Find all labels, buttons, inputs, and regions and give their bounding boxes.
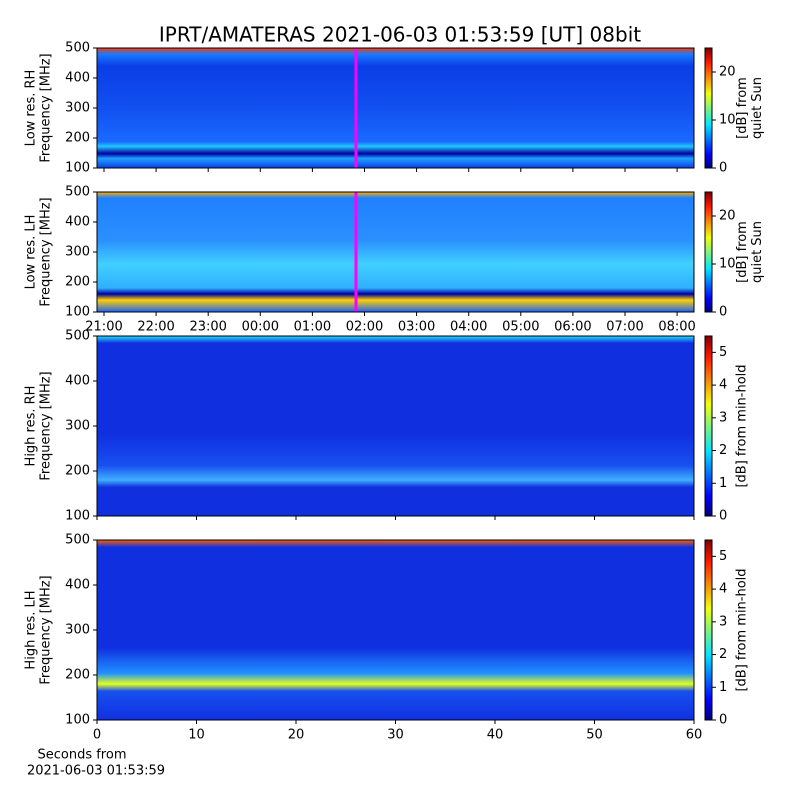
chart-title: IPRT/AMATERAS 2021-06-03 01:53:59 [UT] 0…: [159, 23, 641, 47]
x-tick-label: 05:00: [502, 320, 539, 335]
x-tick-label: 07:00: [606, 320, 643, 335]
x-tick-label: 04:00: [450, 320, 487, 335]
colorbar-tick-label: 20: [719, 209, 736, 224]
x-tick-label: 01:00: [294, 320, 331, 335]
colorbar-label: [dB] from: [735, 77, 750, 139]
x-axis-label: 2021-06-03 01:53:59: [27, 764, 165, 779]
x-tick-label: 08:00: [658, 320, 695, 335]
x-tick-label: 60: [686, 728, 703, 743]
x-tick-label: 30: [387, 728, 404, 743]
spectrogram-image: [97, 192, 694, 312]
colorbar-label: [dB] from min-hold: [735, 568, 750, 691]
x-tick-label: 22:00: [137, 320, 174, 335]
colorbar-tick-label: 3: [719, 410, 727, 425]
colorbar-label: [dB] from: [735, 221, 750, 283]
x-tick-label: 03:00: [398, 320, 435, 335]
y-axis-label: High res. LH: [24, 590, 39, 669]
colorbar-tick-label: 0: [719, 305, 727, 320]
y-tick-label: 500: [65, 185, 90, 200]
colorbar-tick-label: 4: [719, 582, 727, 597]
x-tick-label: 50: [586, 728, 603, 743]
colorbar-tick-label: 3: [719, 614, 727, 629]
colorbar-tick-label: 1: [719, 476, 727, 491]
y-tick-label: 400: [65, 71, 90, 86]
colorbar-tick-label: 5: [719, 345, 727, 360]
colorbar: [704, 47, 713, 169]
x-tick-label: 06:00: [554, 320, 591, 335]
y-tick-label: 200: [65, 275, 90, 290]
colorbar-tick-label: 0: [719, 509, 727, 524]
y-tick-label: 400: [65, 215, 90, 230]
colorbar-tick-label: 2: [719, 647, 727, 662]
colorbar-tick-label: 4: [719, 378, 727, 393]
colorbar: [704, 335, 713, 517]
colorbar-tick-label: 5: [719, 549, 727, 564]
colorbar: [704, 191, 713, 313]
y-tick-label: 200: [65, 464, 90, 479]
y-tick-label: 500: [65, 329, 90, 344]
y-tick-label: 400: [65, 578, 90, 593]
y-axis-label: Frequency [MHz]: [39, 197, 54, 306]
y-tick-label: 100: [65, 305, 90, 320]
x-axis-label: Seconds from: [37, 748, 126, 763]
x-tick-label: 0: [93, 728, 101, 743]
y-tick-label: 300: [65, 245, 90, 260]
y-tick-label: 500: [65, 41, 90, 56]
x-tick-label: 23:00: [189, 320, 226, 335]
x-tick-label: 40: [487, 728, 504, 743]
spectrogram-image: [97, 540, 694, 720]
y-tick-label: 300: [65, 419, 90, 434]
colorbar-label: [dB] from min-hold: [735, 364, 750, 487]
colorbar-tick-label: 1: [719, 680, 727, 695]
y-axis-label: Frequency [MHz]: [39, 575, 54, 684]
spectrogram-image: [97, 48, 694, 168]
y-axis-label: Frequency [MHz]: [39, 53, 54, 162]
colorbar-label: quiet Sun: [750, 221, 765, 283]
y-tick-label: 100: [65, 509, 90, 524]
y-tick-label: 300: [65, 623, 90, 638]
y-tick-label: 200: [65, 668, 90, 683]
colorbar-tick-label: 10: [719, 113, 736, 128]
colorbar-tick-label: 20: [719, 65, 736, 80]
colorbar: [704, 539, 713, 721]
x-tick-label: 00:00: [242, 320, 279, 335]
y-axis-label: High res. RH: [24, 386, 39, 467]
y-tick-label: 300: [65, 101, 90, 116]
x-tick-label: 02:00: [346, 320, 383, 335]
colorbar-tick-label: 10: [719, 257, 736, 272]
y-axis-label: Low res. RH: [24, 70, 39, 147]
x-tick-label: 10: [188, 728, 205, 743]
y-tick-label: 100: [65, 161, 90, 176]
x-tick-label: 20: [288, 728, 305, 743]
y-axis-label: Low res. LH: [24, 215, 39, 290]
y-tick-label: 100: [65, 713, 90, 728]
spectrogram-image: [97, 336, 694, 516]
colorbar-tick-label: 0: [719, 161, 727, 176]
x-tick-label: 21:00: [85, 320, 122, 335]
colorbar-label: quiet Sun: [750, 77, 765, 139]
colorbar-tick-label: 0: [719, 713, 727, 728]
y-tick-label: 400: [65, 374, 90, 389]
y-tick-label: 500: [65, 533, 90, 548]
y-axis-label: Frequency [MHz]: [39, 371, 54, 480]
colorbar-tick-label: 2: [719, 443, 727, 458]
y-tick-label: 200: [65, 131, 90, 146]
